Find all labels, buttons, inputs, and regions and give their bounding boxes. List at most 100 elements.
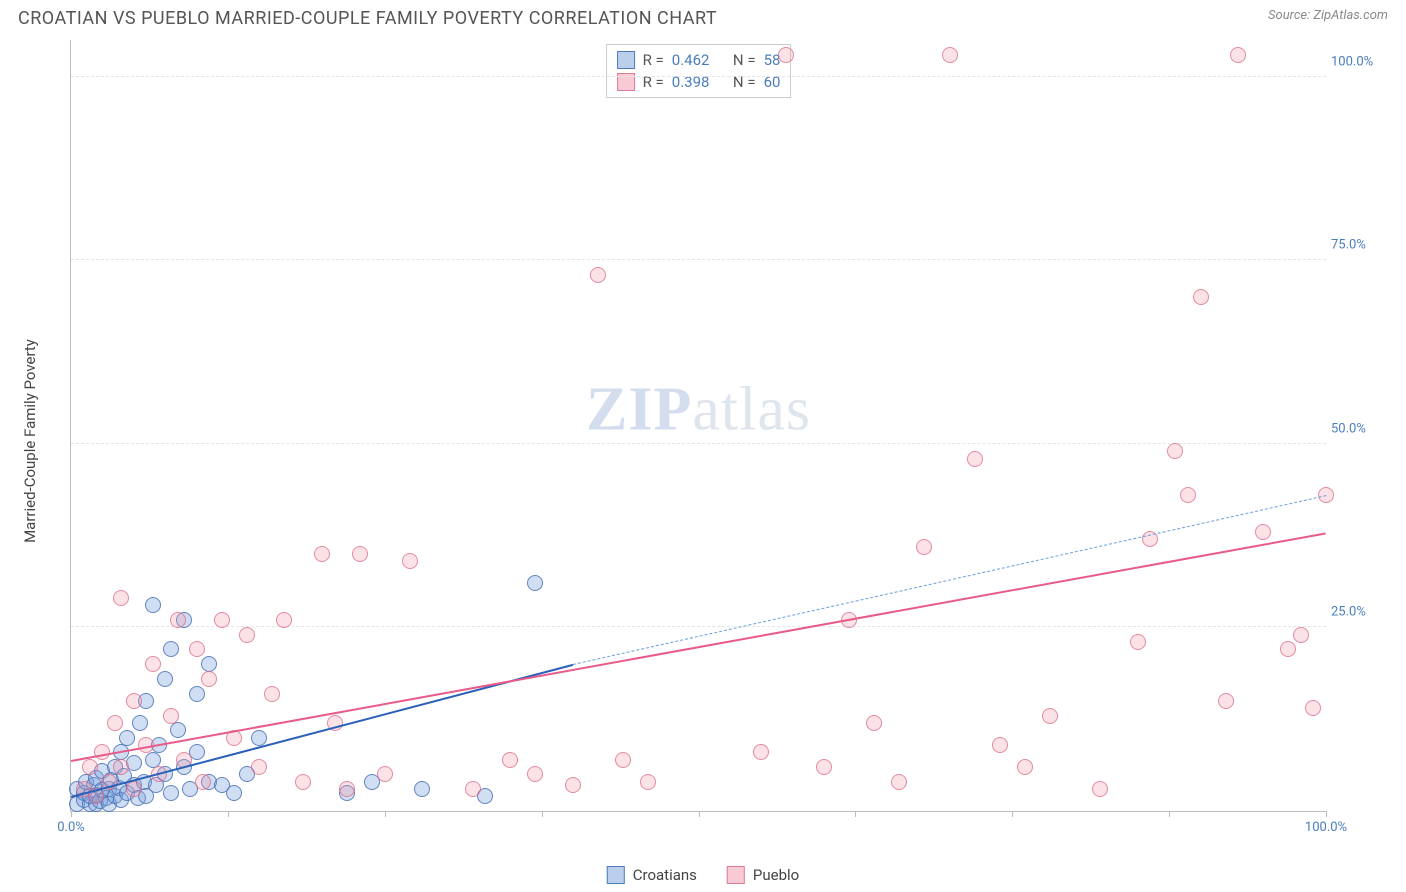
y-tick-label: 50.0% xyxy=(1331,421,1381,436)
scatter-point xyxy=(992,737,1008,753)
scatter-point xyxy=(590,267,606,283)
x-tick xyxy=(699,811,700,817)
scatter-point xyxy=(916,539,932,555)
scatter-point xyxy=(201,671,217,687)
swatch-icon xyxy=(617,51,635,69)
scatter-point xyxy=(527,766,543,782)
scatter-point xyxy=(145,656,161,672)
source-attribution: Source: ZipAtlas.com xyxy=(1268,8,1388,23)
scatter-point xyxy=(352,546,368,562)
swatch-icon xyxy=(607,866,625,884)
scatter-point xyxy=(145,597,161,613)
scatter-point xyxy=(1092,781,1108,797)
x-tick xyxy=(542,811,543,817)
n-label: N = xyxy=(733,51,756,69)
scatter-point xyxy=(942,47,958,63)
scatter-point xyxy=(778,47,794,63)
scatter-point xyxy=(107,715,123,731)
scatter-point xyxy=(339,781,355,797)
r-label: R = xyxy=(643,51,664,69)
r-value: 0.462 xyxy=(672,51,710,69)
scatter-point xyxy=(239,627,255,643)
scatter-point xyxy=(1305,700,1321,716)
x-tick xyxy=(1169,811,1170,817)
scatter-point xyxy=(753,744,769,760)
scatter-point xyxy=(414,781,430,797)
chart-area: Married-Couple Family Poverty ZIPatlas R… xyxy=(40,40,1386,842)
scatter-point xyxy=(1230,47,1246,63)
correlation-row: R = 0.398 N = 60 xyxy=(617,71,781,93)
y-tick-label: 25.0% xyxy=(1331,605,1381,620)
gridline xyxy=(71,443,1326,444)
scatter-point xyxy=(157,671,173,687)
x-tick xyxy=(228,811,229,817)
scatter-point xyxy=(377,766,393,782)
gridline xyxy=(71,626,1326,627)
scatter-point xyxy=(201,656,217,672)
scatter-point xyxy=(132,715,148,731)
x-tick xyxy=(385,811,386,817)
watermark: ZIPatlas xyxy=(586,375,811,446)
scatter-point xyxy=(170,612,186,628)
legend-item: Pueblo xyxy=(727,866,799,884)
scatter-point xyxy=(119,730,135,746)
gridline xyxy=(71,259,1326,260)
scatter-point xyxy=(163,785,179,801)
scatter-point xyxy=(402,553,418,569)
scatter-point xyxy=(82,759,98,775)
scatter-point xyxy=(113,759,129,775)
scatter-point xyxy=(527,575,543,591)
scatter-point xyxy=(163,708,179,724)
watermark-suffix: atlas xyxy=(692,376,811,444)
x-tick-label: 100.0% xyxy=(1305,820,1347,835)
scatter-point xyxy=(145,752,161,768)
x-tick-label: 0.0% xyxy=(57,820,85,835)
x-tick xyxy=(1012,811,1013,817)
x-tick xyxy=(1326,811,1327,817)
scatter-point xyxy=(195,774,211,790)
scatter-point xyxy=(264,686,280,702)
chart-header: CROATIAN VS PUEBLO MARRIED-COUPLE FAMILY… xyxy=(0,0,1406,33)
scatter-point xyxy=(189,641,205,657)
legend-item: Croatians xyxy=(607,866,697,884)
scatter-point xyxy=(465,781,481,797)
scatter-point xyxy=(1255,524,1271,540)
scatter-point xyxy=(163,641,179,657)
scatter-point xyxy=(967,451,983,467)
scatter-point xyxy=(113,590,129,606)
scatter-point xyxy=(1293,627,1309,643)
scatter-point xyxy=(276,612,292,628)
scatter-point xyxy=(214,612,230,628)
swatch-icon xyxy=(727,866,745,884)
plot-region: ZIPatlas R = 0.462 N = 58 R = 0.398 N = … xyxy=(70,40,1326,812)
y-axis-label: Married-Couple Family Poverty xyxy=(21,339,39,543)
scatter-point xyxy=(1280,641,1296,657)
scatter-point xyxy=(1193,289,1209,305)
scatter-point xyxy=(314,546,330,562)
scatter-point xyxy=(170,722,186,738)
scatter-point xyxy=(1130,634,1146,650)
scatter-point xyxy=(251,759,267,775)
bottom-legend: Croatians Pueblo xyxy=(607,866,799,884)
scatter-point xyxy=(189,686,205,702)
watermark-prefix: ZIP xyxy=(586,376,692,444)
scatter-point xyxy=(1180,487,1196,503)
scatter-point xyxy=(295,774,311,790)
scatter-point xyxy=(1017,759,1033,775)
correlation-legend: R = 0.462 N = 58 R = 0.398 N = 60 xyxy=(606,44,792,98)
scatter-point xyxy=(640,774,656,790)
scatter-point xyxy=(502,752,518,768)
scatter-point xyxy=(1167,443,1183,459)
x-tick xyxy=(855,811,856,817)
trend-line xyxy=(573,495,1326,665)
scatter-point xyxy=(866,715,882,731)
scatter-point xyxy=(891,774,907,790)
gridline xyxy=(71,76,1326,77)
scatter-point xyxy=(615,752,631,768)
chart-title: CROATIAN VS PUEBLO MARRIED-COUPLE FAMILY… xyxy=(18,8,717,29)
correlation-row: R = 0.462 N = 58 xyxy=(617,49,781,71)
scatter-point xyxy=(126,781,142,797)
x-tick xyxy=(71,811,72,817)
scatter-point xyxy=(251,730,267,746)
scatter-point xyxy=(565,777,581,793)
